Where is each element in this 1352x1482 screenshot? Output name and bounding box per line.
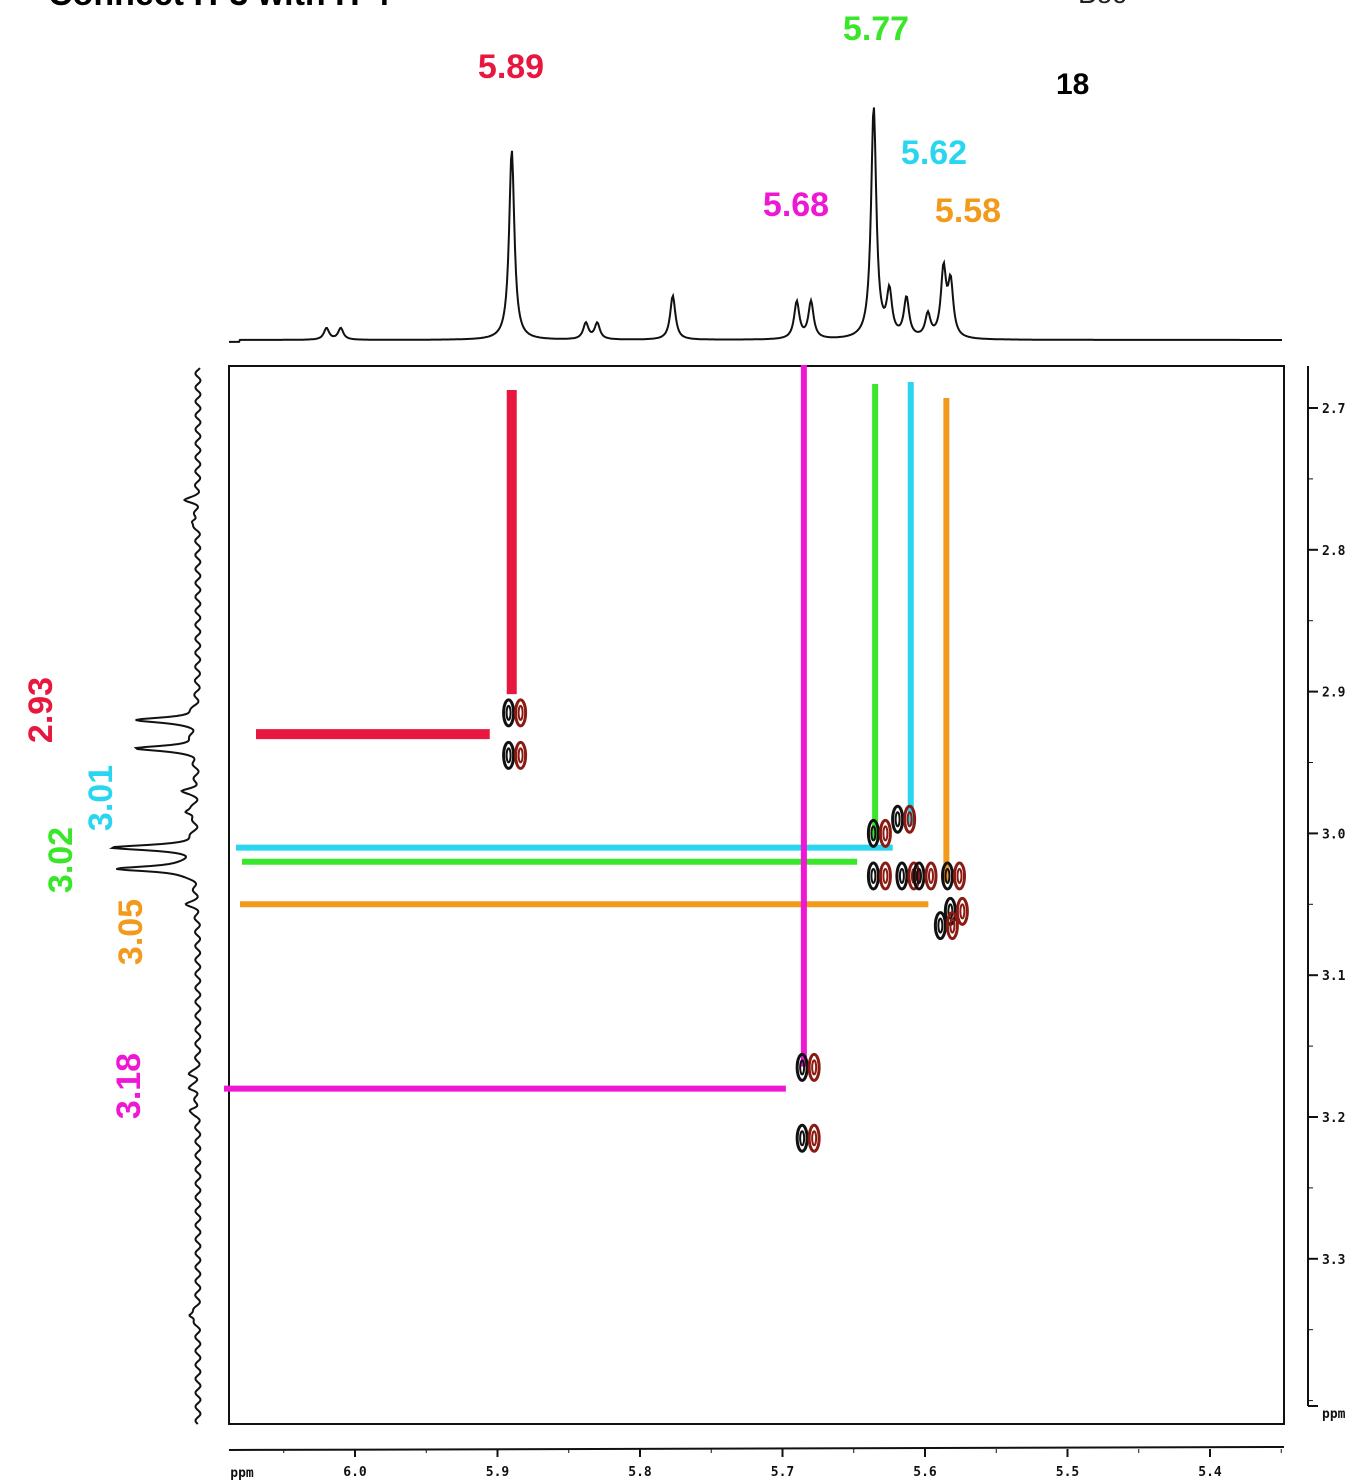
cross-peaks: [502, 698, 969, 1153]
spectrum-title: Connect H-3 with H-4: [48, 0, 390, 14]
cross-peak-inner: [916, 867, 922, 884]
cross-peak-inner: [870, 867, 877, 884]
cross-peak-inner: [949, 917, 956, 934]
cross-peak-inner: [799, 1130, 806, 1147]
cross-peak-inner: [894, 811, 901, 828]
cross-peak: [514, 740, 528, 770]
plot-frame: [228, 365, 1285, 1425]
top-peak-label: 5.77: [843, 10, 909, 48]
cross-peak: [502, 698, 516, 728]
cross-peak-inner: [870, 825, 877, 842]
cross-peak: [953, 861, 966, 891]
cross-peak: [907, 861, 921, 891]
x-tick-label: 5.7: [771, 1465, 794, 1480]
cross-peak-inner: [928, 867, 934, 884]
top-1h-spectrum-trace: [229, 107, 1282, 343]
cross-peak-inner: [811, 1130, 818, 1147]
x-tick-label: 6.0: [343, 1465, 367, 1480]
cross-peak-inner: [505, 747, 512, 764]
cross-peak-inner: [517, 747, 524, 764]
cross-peak: [807, 1052, 821, 1082]
cross-peak: [807, 1123, 821, 1153]
y-tick-label: 3.1: [1322, 969, 1346, 984]
x-tick-label: 5.5: [1056, 1465, 1079, 1480]
cross-peak: [795, 1123, 809, 1153]
side-1h-spectrum-trace: [109, 367, 202, 1425]
cross-peak: [945, 911, 959, 941]
cross-peak: [878, 818, 892, 848]
top-peak-label: 5.68: [763, 186, 829, 224]
side-trace-line: [109, 367, 202, 1425]
cross-peak-inner: [505, 704, 512, 721]
cross-peak-inner: [898, 867, 905, 884]
compound-number: 18: [1056, 68, 1090, 101]
cross-peak-inner: [956, 867, 963, 884]
x-tick-label: 5.4: [1198, 1465, 1222, 1480]
cross-peak: [895, 861, 909, 891]
cross-peak: [924, 861, 938, 891]
cross-peak: [903, 804, 917, 834]
cross-peak-inner: [882, 867, 889, 884]
cross-peak: [933, 911, 947, 941]
cross-peak: [891, 804, 905, 834]
side-peak-label: 3.18: [110, 1053, 148, 1119]
cross-peak-inner: [882, 825, 889, 842]
y-axis-unit: ppm: [1322, 1407, 1346, 1422]
compound-protecting-group: Boc: [1078, 0, 1126, 10]
y-tick-label: 3.0: [1322, 827, 1346, 842]
cross-peak: [795, 1052, 809, 1082]
cross-peak-inner: [799, 1059, 806, 1076]
x-tick-label: 5.9: [486, 1465, 509, 1480]
cross-peak: [941, 861, 954, 891]
y-tick-label: 3.3: [1322, 1253, 1345, 1268]
peak-labels: 5.89 5.77 5.62 5.68 5.58 2.93 3.013.02 3.05 3.18: [22, 10, 1001, 1119]
x-tick-label: 5.8: [628, 1465, 652, 1480]
cross-peak: [866, 861, 880, 891]
y-tick-label: 2.8: [1322, 544, 1346, 559]
y-tick-label: 2.9: [1322, 686, 1345, 701]
x-tick-label: 5.6: [913, 1465, 937, 1480]
side-peak-label: 2.93: [22, 677, 60, 743]
side-peak-label: 3.05: [112, 899, 150, 965]
cross-peak-inner: [959, 903, 966, 920]
top-trace-line: [229, 107, 1282, 343]
cross-peak-inner: [811, 1059, 818, 1076]
cross-peak-inner: [937, 917, 944, 934]
top-peak-label: 5.58: [935, 192, 1001, 230]
side-peak-label: 3.02: [42, 827, 80, 893]
cross-peak: [912, 861, 926, 891]
cross-peak-inner: [517, 704, 524, 721]
cross-peak: [878, 861, 892, 891]
top-peak-label: 5.62: [901, 134, 967, 172]
y-tick-label: 3.2: [1322, 1111, 1345, 1126]
axes: 6.0 5.9 5.8 5.7 5.6 5.5 5.4 ppm 2.7 2.8 2.9 3.0 3.1 3…: [228, 366, 1346, 1481]
cross-peak: [514, 698, 528, 728]
x-axis-line: [228, 1446, 1285, 1451]
cross-peak-inner: [944, 867, 951, 884]
correlation-guides: [224, 365, 950, 1092]
side-peak-label: 3.01: [82, 765, 120, 831]
cross-peak: [866, 818, 880, 848]
cross-peak: [502, 740, 516, 770]
cross-peak: [955, 896, 969, 926]
x-axis-unit: ppm: [230, 1466, 254, 1481]
top-peak-label: 5.89: [478, 48, 544, 86]
y-tick-label: 2.7: [1322, 402, 1345, 417]
cross-peak-inner: [906, 811, 913, 828]
